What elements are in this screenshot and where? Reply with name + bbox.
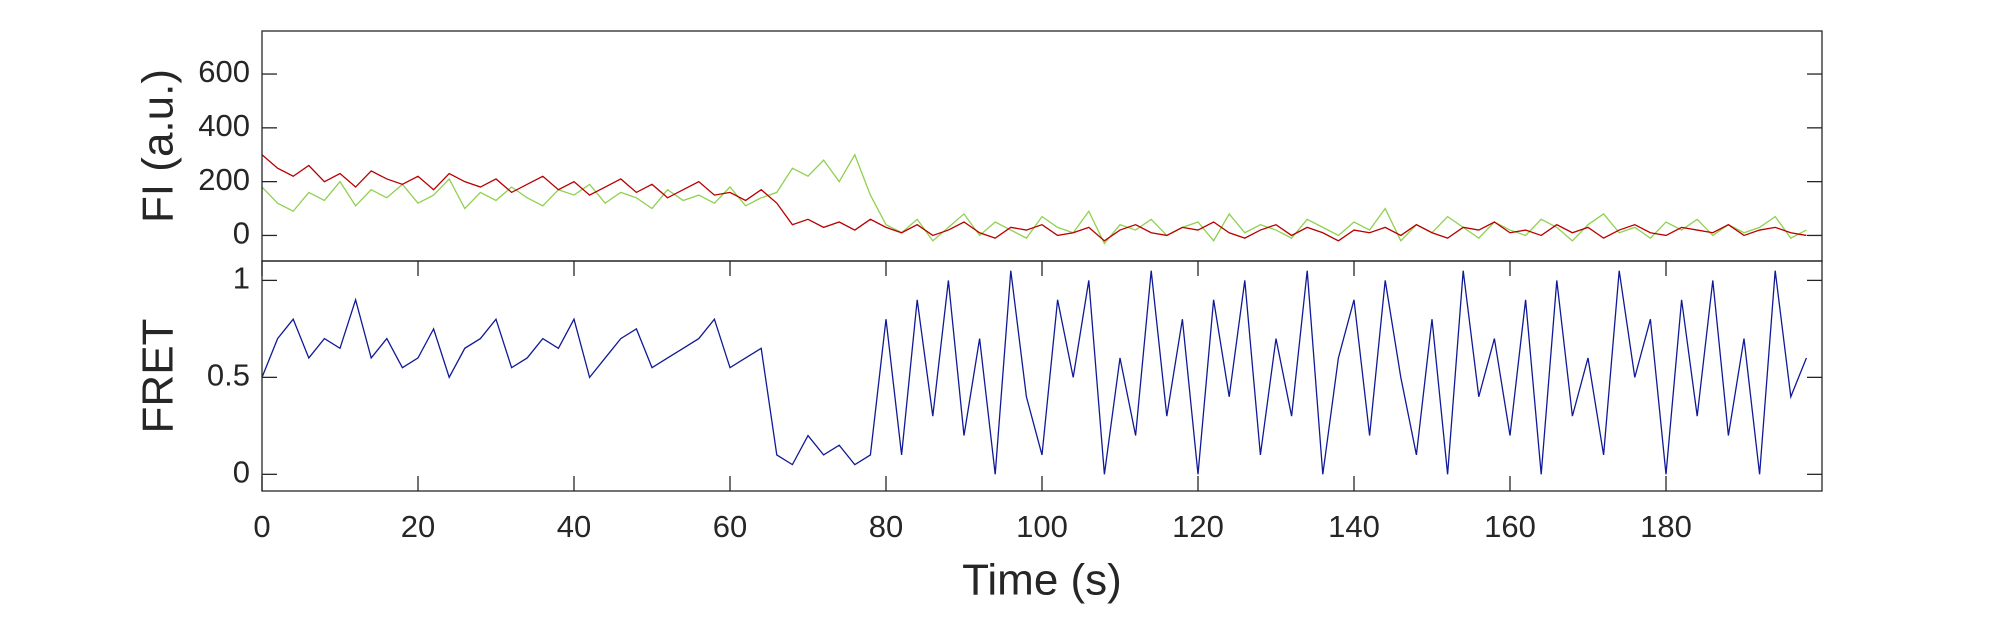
x-tick-label: 100 bbox=[1016, 509, 1068, 544]
x-tick-label: 140 bbox=[1328, 509, 1380, 544]
y-tick-label: 0.5 bbox=[207, 358, 250, 393]
x-tick-label: 160 bbox=[1484, 509, 1536, 544]
series-line bbox=[262, 270, 1808, 475]
axes-frame bbox=[261, 30, 1823, 262]
series-line bbox=[262, 153, 1807, 245]
y-tick-label: 0 bbox=[233, 455, 250, 490]
y-tick-label: 200 bbox=[198, 162, 250, 197]
x-tick-label: 120 bbox=[1172, 509, 1224, 544]
x-tick-label: 180 bbox=[1640, 509, 1692, 544]
x-axis-label: Time (s) bbox=[962, 556, 1122, 605]
y-axis-label: FRET bbox=[134, 319, 183, 434]
y-tick-label: 0 bbox=[233, 216, 250, 251]
y-axis-label: FI (a.u.) bbox=[134, 69, 183, 223]
x-tick-label: 60 bbox=[713, 509, 747, 544]
x-tick-label: 40 bbox=[557, 509, 591, 544]
x-tick-label: 20 bbox=[401, 509, 435, 544]
series-line bbox=[262, 154, 1807, 242]
axes-frame bbox=[261, 260, 1823, 492]
x-tick-label: 0 bbox=[253, 509, 270, 544]
y-tick-label: 1 bbox=[233, 261, 250, 296]
y-tick-label: 600 bbox=[198, 54, 250, 89]
y-tick-label: 400 bbox=[198, 108, 250, 143]
x-tick-label: 80 bbox=[869, 509, 903, 544]
